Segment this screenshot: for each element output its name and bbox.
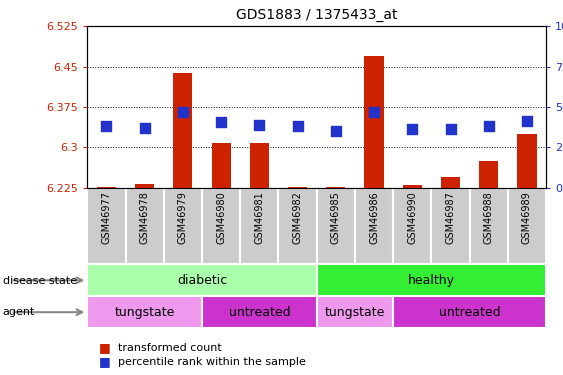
Text: GSM46980: GSM46980 <box>216 191 226 244</box>
Bar <box>212 143 231 188</box>
Bar <box>316 296 393 328</box>
Text: percentile rank within the sample: percentile rank within the sample <box>118 357 306 367</box>
Text: transformed count: transformed count <box>118 343 222 353</box>
Text: GSM46990: GSM46990 <box>407 191 417 244</box>
Bar <box>173 73 193 188</box>
Bar <box>250 143 269 188</box>
Bar <box>393 188 431 264</box>
Bar <box>87 296 202 328</box>
Bar <box>126 188 164 264</box>
Bar <box>135 184 154 188</box>
Text: healthy: healthy <box>408 274 455 287</box>
Bar <box>441 177 460 188</box>
Bar <box>431 188 470 264</box>
Text: GSM46989: GSM46989 <box>522 191 532 244</box>
Bar <box>87 264 316 296</box>
Bar <box>403 185 422 188</box>
Point <box>255 122 264 128</box>
Point <box>369 109 378 115</box>
Text: agent: agent <box>3 308 35 317</box>
Point <box>522 118 531 124</box>
Point <box>140 125 149 131</box>
Text: tungstate: tungstate <box>114 306 175 319</box>
Text: untreated: untreated <box>439 306 501 319</box>
Point <box>102 123 111 129</box>
Point <box>484 123 493 129</box>
Bar <box>288 187 307 188</box>
Text: GSM46979: GSM46979 <box>178 191 188 244</box>
Bar <box>316 264 546 296</box>
Bar <box>364 56 383 188</box>
Text: GSM46977: GSM46977 <box>101 191 111 244</box>
Text: GSM46982: GSM46982 <box>293 191 302 244</box>
Text: diabetic: diabetic <box>177 274 227 287</box>
Text: GSM46985: GSM46985 <box>331 191 341 244</box>
Text: ■: ■ <box>99 356 110 368</box>
Bar <box>87 188 126 264</box>
Point <box>217 120 226 126</box>
Text: GSM46978: GSM46978 <box>140 191 150 244</box>
Bar <box>517 134 537 188</box>
Text: GSM46987: GSM46987 <box>445 191 455 244</box>
Bar <box>479 161 498 188</box>
Bar <box>279 188 316 264</box>
Bar <box>355 188 393 264</box>
Bar <box>470 188 508 264</box>
Point <box>331 128 340 134</box>
Bar <box>508 188 546 264</box>
Bar <box>202 296 316 328</box>
Bar <box>97 187 116 188</box>
Bar <box>202 188 240 264</box>
Title: GDS1883 / 1375433_at: GDS1883 / 1375433_at <box>236 9 397 22</box>
Text: disease state: disease state <box>3 276 77 285</box>
Bar <box>240 188 279 264</box>
Point <box>293 123 302 129</box>
Point <box>446 126 455 132</box>
Point <box>408 126 417 132</box>
Bar <box>164 188 202 264</box>
Text: ■: ■ <box>99 342 110 354</box>
Text: GSM46981: GSM46981 <box>254 191 265 244</box>
Text: untreated: untreated <box>229 306 290 319</box>
Point <box>178 109 187 115</box>
Text: GSM46988: GSM46988 <box>484 191 494 244</box>
Bar <box>393 296 546 328</box>
Bar <box>326 187 345 188</box>
Bar <box>316 188 355 264</box>
Text: GSM46986: GSM46986 <box>369 191 379 244</box>
Text: tungstate: tungstate <box>325 306 385 319</box>
